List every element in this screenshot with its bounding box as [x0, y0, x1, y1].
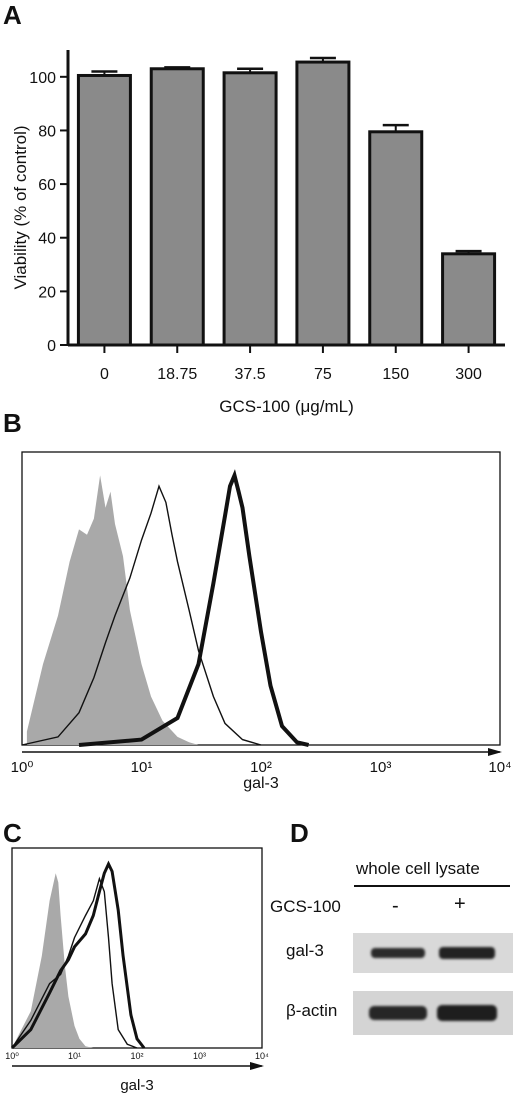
bar: [149, 67, 205, 347]
bar: [76, 73, 132, 347]
blot-row-label-actin: β-actin: [286, 1001, 338, 1020]
y-axis-label: Viability (% of control): [11, 125, 30, 289]
bar: [368, 130, 424, 347]
histogram-thick: [10, 860, 146, 1050]
x-tick-label: 10⁴: [255, 1051, 269, 1061]
histogram-thin: [21, 484, 262, 746]
blot-panel: whole cell lysate GCS-100 - + gal-3 β-ac…: [268, 855, 520, 1095]
x-tick-label: 10⁰: [5, 1051, 19, 1061]
blot-row-label-gal3: gal-3: [286, 941, 324, 960]
x-tick-label: 18.75: [157, 366, 197, 383]
x-axis-label: gal-3: [120, 1077, 153, 1094]
x-tick-label: 10³: [370, 759, 392, 776]
y-tick-label: 80: [38, 123, 56, 140]
chart-panel-a: 0 20 40 60 80 100 0 18.75 37.5 75 150 300 GCS-100 (μ…: [11, 50, 505, 416]
histogram-isotype: [26, 475, 199, 745]
panel-label-c: C: [3, 818, 22, 848]
panel-label-b: B: [3, 408, 22, 438]
y-tick-label: 100: [29, 70, 56, 87]
x-tick-label: 10²: [250, 759, 272, 776]
bar: [222, 71, 278, 347]
blot-lane-minus: -: [392, 895, 399, 917]
bar: [295, 60, 351, 347]
panel-label-a: A: [3, 0, 22, 30]
x-tick-label: 37.5: [235, 366, 266, 383]
chart-panel-c: 10⁰ 10¹ 10² 10³ 10⁴ gal-3: [5, 847, 269, 1094]
x-tick-label: 0: [100, 366, 109, 383]
band-gal3-plus: [439, 947, 495, 959]
x-tick-label: 75: [314, 366, 332, 383]
x-tick-label: 10⁴: [488, 759, 511, 776]
x-tick-label: 10²: [130, 1051, 143, 1061]
histogram-thick: [78, 469, 310, 747]
x-tick-label: 10³: [193, 1051, 206, 1061]
y-tick-label: 20: [38, 284, 56, 301]
x-tick-label: 300: [455, 366, 482, 383]
blot-strip-actin: [353, 991, 513, 1035]
y-tick-label: 0: [47, 338, 56, 355]
x-tick-label: 10¹: [68, 1051, 81, 1061]
blot-title: whole cell lysate: [356, 859, 480, 878]
x-axis-label: GCS-100 (μg/mL): [219, 397, 354, 416]
histogram-thin: [11, 876, 138, 1049]
chart-panel-b: 10⁰ 10¹ 10² 10³ 10⁴ gal-3: [11, 451, 512, 792]
x-axis-label: gal-3: [243, 775, 279, 792]
blot-condition-label: GCS-100: [270, 897, 341, 916]
bar: [441, 252, 497, 347]
x-tick-label: 150: [382, 366, 409, 383]
band-actin-minus: [369, 1006, 427, 1020]
band-gal3-minus: [371, 948, 425, 958]
x-axis-arrowhead: [250, 1062, 264, 1070]
blot-strip-gal3: [353, 933, 513, 973]
y-tick-label: 40: [38, 231, 56, 248]
x-tick-label: 10⁰: [11, 759, 34, 776]
x-tick-label: 10¹: [131, 759, 153, 776]
histogram-isotype: [12, 873, 94, 1048]
blot-title-rule: [354, 885, 510, 887]
panel-label-d: D: [290, 818, 309, 848]
x-axis-arrowhead: [488, 748, 502, 756]
band-actin-plus: [437, 1005, 497, 1021]
y-tick-label: 60: [38, 177, 56, 194]
blot-lane-plus: +: [454, 893, 466, 915]
